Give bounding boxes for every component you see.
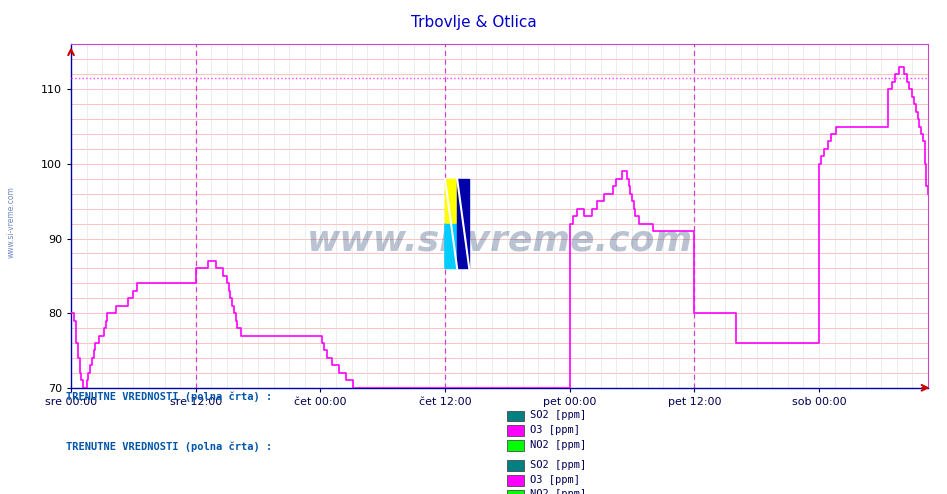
Text: www.si-vreme.com: www.si-vreme.com — [307, 223, 692, 257]
Bar — [445, 224, 457, 268]
Text: Trbovlje & Otlica: Trbovlje & Otlica — [411, 15, 536, 30]
Polygon shape — [445, 179, 457, 224]
Polygon shape — [445, 224, 457, 268]
Text: SO2 [ppm]: SO2 [ppm] — [530, 411, 586, 420]
Text: O3 [ppm]: O3 [ppm] — [530, 475, 581, 485]
Text: TRENUTNE VREDNOSTI (polna črta) :: TRENUTNE VREDNOSTI (polna črta) : — [66, 392, 273, 402]
Text: NO2 [ppm]: NO2 [ppm] — [530, 440, 586, 450]
Text: www.si-vreme.com: www.si-vreme.com — [7, 186, 16, 258]
Text: O3 [ppm]: O3 [ppm] — [530, 425, 581, 435]
Text: SO2 [ppm]: SO2 [ppm] — [530, 460, 586, 470]
Bar — [445, 179, 457, 224]
Text: TRENUTNE VREDNOSTI (polna črta) :: TRENUTNE VREDNOSTI (polna črta) : — [66, 441, 273, 452]
Text: NO2 [ppm]: NO2 [ppm] — [530, 490, 586, 494]
Bar — [457, 179, 470, 268]
